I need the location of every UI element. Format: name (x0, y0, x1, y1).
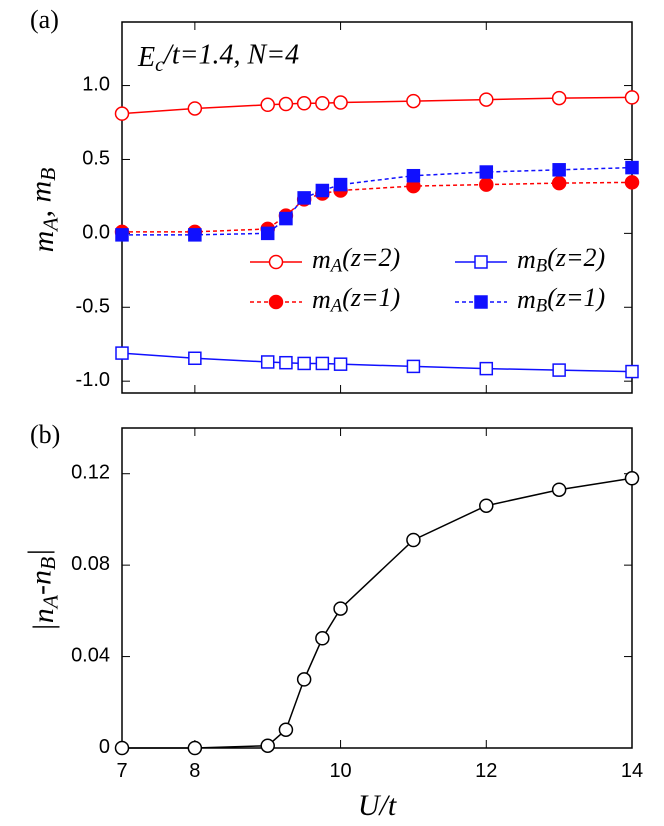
series (114, 471, 640, 756)
marker (296, 672, 312, 687)
legend-label: mB(z=1) (517, 283, 605, 317)
series (115, 160, 639, 242)
panel-label: (b) (30, 420, 60, 449)
marker (279, 355, 293, 370)
x-tick-label: 8 (189, 760, 200, 782)
x-tick-label: 10 (329, 760, 351, 782)
marker (624, 90, 640, 105)
marker (479, 165, 494, 179)
legend-entry: mB(z=2) (455, 243, 605, 277)
marker (187, 101, 203, 116)
y-tick-label: 0 (99, 736, 110, 758)
x-tick-label: 14 (621, 760, 643, 782)
marker (474, 255, 488, 269)
marker (315, 631, 330, 646)
series-line (122, 181, 633, 233)
y-axis-label: mA, mB (24, 168, 62, 253)
marker (625, 364, 639, 379)
plot-frame (121, 427, 633, 749)
marker (260, 226, 275, 241)
y-tick-label: 0.04 (71, 645, 110, 667)
marker (551, 482, 567, 497)
marker (625, 160, 639, 175)
marker (296, 96, 312, 111)
marker (260, 97, 275, 113)
y-tick-label: 1.0 (82, 74, 110, 96)
marker (268, 294, 284, 310)
marker (406, 93, 421, 109)
marker (479, 92, 494, 107)
marker (624, 471, 640, 486)
marker (474, 295, 488, 309)
marker (333, 177, 348, 192)
y-tick-label: 0.0 (82, 222, 110, 244)
legend-label: mA(z=1) (312, 283, 400, 317)
marker (552, 163, 566, 177)
legend-entry: mB(z=1) (455, 283, 605, 317)
marker (114, 740, 130, 756)
y-tick-label: -1.0 (76, 369, 110, 391)
marker (406, 168, 421, 183)
marker (260, 738, 275, 753)
marker (333, 95, 348, 110)
y-tick-label: 0.12 (71, 462, 110, 484)
marker (406, 532, 421, 548)
y-tick-label: -0.5 (76, 296, 110, 318)
marker (187, 740, 203, 756)
legend-entry: mA(z=2) (250, 243, 400, 277)
marker (624, 175, 640, 190)
marker (315, 183, 330, 198)
marker (297, 191, 311, 205)
marker (479, 177, 494, 192)
marker (406, 359, 421, 374)
marker (552, 363, 566, 377)
marker (188, 228, 202, 242)
annotation: Ec/t=1.4, N=4 (137, 40, 299, 76)
marker (551, 90, 567, 106)
marker (278, 722, 294, 737)
legend-entry: mA(z=1) (250, 283, 400, 317)
marker (315, 356, 330, 371)
marker (278, 96, 294, 112)
marker (297, 356, 311, 371)
marker (551, 175, 567, 191)
series (115, 346, 639, 379)
marker (479, 361, 494, 376)
marker (279, 211, 293, 226)
x-axis-label: U/t (358, 789, 397, 822)
y-axis-label: |nA-nB| (22, 549, 63, 632)
y-tick-label: 0.5 (82, 148, 110, 170)
marker (479, 498, 494, 513)
legend-label: mB(z=2) (517, 243, 605, 277)
series-line (122, 477, 633, 749)
panel-label: (a) (30, 5, 59, 34)
marker (188, 351, 202, 366)
marker (315, 96, 330, 111)
y-tick-label: 0.08 (71, 553, 110, 575)
marker (115, 346, 129, 360)
marker (333, 601, 348, 616)
x-tick-label: 7 (116, 760, 127, 782)
plot-frame (121, 21, 633, 394)
marker (260, 355, 275, 369)
marker (268, 254, 284, 270)
series (114, 90, 640, 121)
legend-label: mA(z=2) (312, 243, 400, 277)
series-line (122, 166, 633, 236)
x-tick-label: 12 (475, 760, 497, 782)
marker (115, 228, 129, 242)
marker (333, 357, 348, 371)
marker (114, 106, 130, 121)
